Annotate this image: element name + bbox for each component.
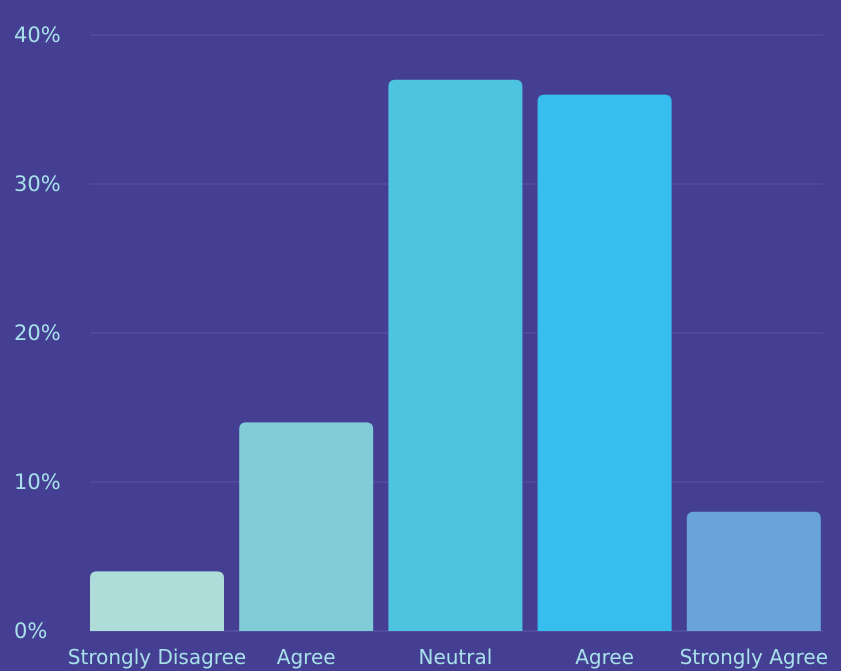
bar (388, 79, 523, 631)
y-tick-label: 20% (14, 321, 61, 345)
y-tick-label: 0% (14, 619, 47, 643)
x-category-label: Agree (277, 645, 336, 669)
bars (90, 79, 821, 632)
bar (239, 422, 374, 631)
bar (90, 571, 224, 631)
x-category-label: Strongly Disagree (68, 645, 246, 669)
bar (537, 94, 672, 632)
bar (686, 511, 821, 631)
y-tick-label: 40% (14, 23, 61, 47)
y-tick-label: 10% (14, 470, 61, 494)
x-category-label: Neutral (418, 645, 492, 669)
y-axis-tick-labels: 0% 10% 20% 30% 40% (14, 23, 61, 643)
x-category-label: Agree (575, 645, 634, 669)
x-category-label: Strongly Agree (680, 645, 828, 669)
y-tick-label: 30% (14, 172, 61, 196)
x-axis-category-labels: Strongly Disagree Agree Neutral Agree Strong… (68, 645, 828, 669)
